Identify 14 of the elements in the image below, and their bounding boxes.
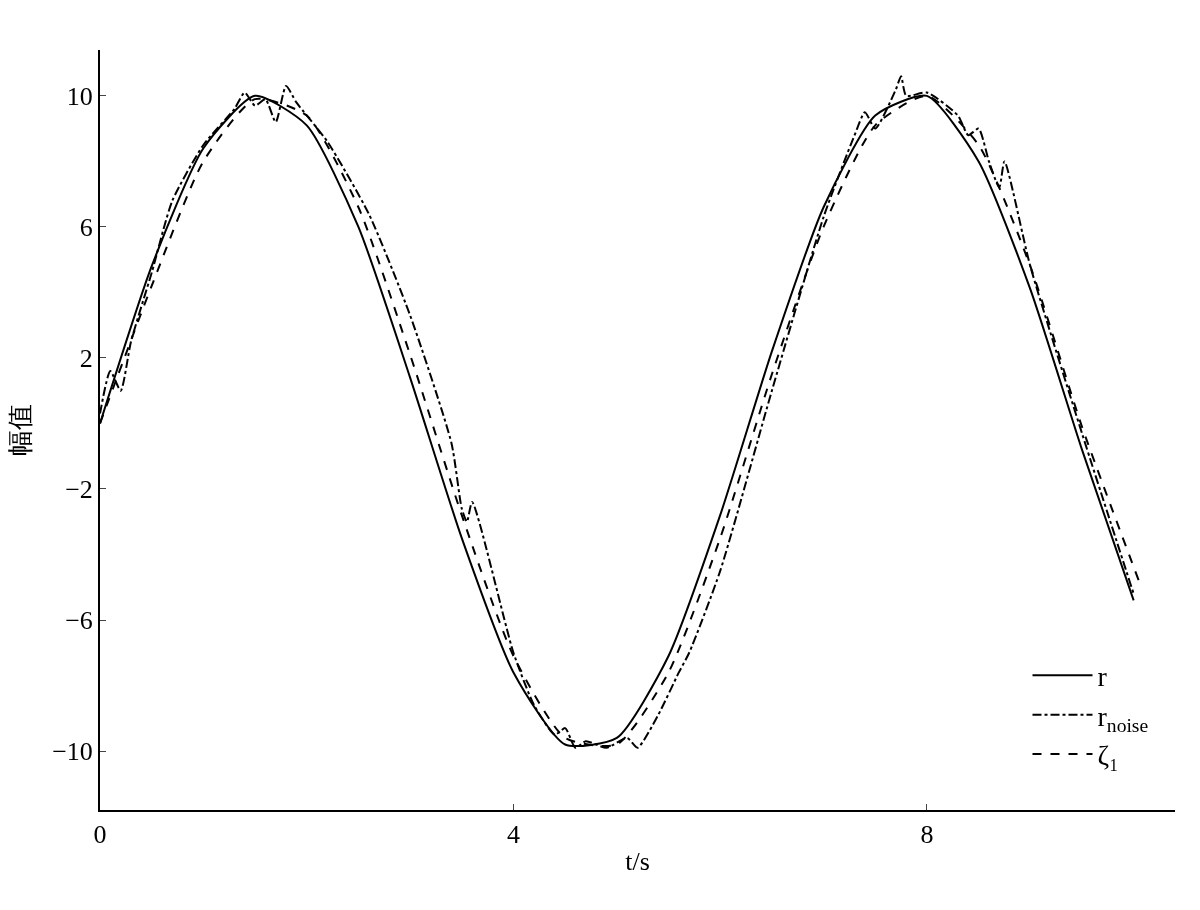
y-tick-label: 10 bbox=[66, 81, 93, 111]
x-tick-label: 4 bbox=[506, 820, 520, 850]
y-tick-label: −10 bbox=[52, 737, 93, 767]
x-axis-title: t/s bbox=[625, 847, 650, 877]
y-tick-label: 2 bbox=[79, 344, 93, 374]
y-tick-label: 6 bbox=[79, 213, 93, 242]
legend-label: r$_{noise}$ bbox=[1097, 700, 1149, 736]
y-tick-label: −6 bbox=[65, 606, 93, 636]
x-tick-label: 8 bbox=[920, 820, 934, 850]
legend-label: r bbox=[1097, 661, 1108, 693]
y-tick-label: −2 bbox=[65, 475, 93, 505]
x-tick-label: 0 bbox=[93, 820, 107, 850]
y-axis-title: 幅值 bbox=[5, 404, 36, 456]
legend-label: ζ₁ bbox=[1097, 740, 1119, 772]
